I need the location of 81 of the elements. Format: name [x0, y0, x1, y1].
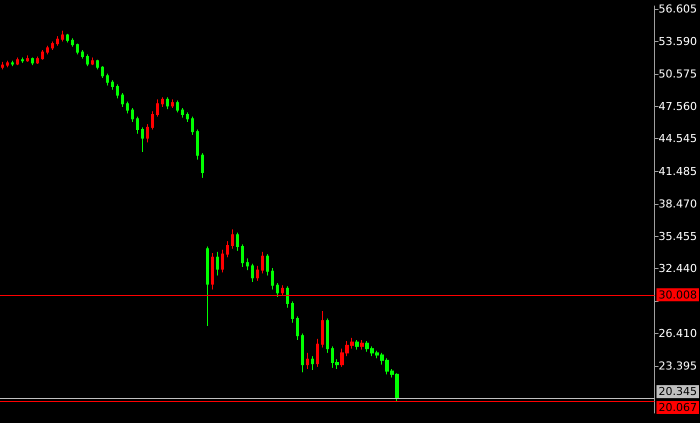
candlestick [166, 96, 169, 110]
candlestick [141, 126, 144, 153]
ref-line-label: 20.067 [658, 401, 698, 414]
y-tick-label: 35.455 [658, 230, 698, 243]
candlestick [6, 60, 9, 68]
candlestick [191, 116, 194, 136]
candlestick [206, 246, 209, 327]
candlestick [256, 265, 259, 282]
y-tick-label: 32.440 [658, 262, 698, 276]
candlestick [31, 57, 34, 66]
candlestick [316, 338, 319, 368]
candlestick [211, 252, 214, 290]
candlestick [1, 61, 4, 70]
candlestick [231, 228, 234, 250]
candlestick [266, 254, 269, 276]
candlestick [161, 96, 164, 108]
candlestick [66, 33, 69, 44]
y-tick-label: 53.590 [658, 35, 698, 48]
candlestick [36, 56, 39, 64]
candlestick [296, 316, 299, 340]
y-tick-label: 50.575 [658, 67, 698, 80]
candlestick [286, 286, 289, 308]
candlestick [41, 50, 44, 60]
candlestick [131, 108, 134, 122]
candlestick [226, 240, 229, 258]
candlestick [216, 251, 219, 276]
candlestick [181, 108, 184, 118]
candlestick [16, 57, 19, 66]
y-tick-label: 41.485 [658, 165, 698, 178]
ref-line-label: 20.345 [658, 385, 698, 398]
y-tick-label: 26.410 [658, 326, 698, 340]
candlestick [101, 66, 104, 78]
candlestick [136, 116, 139, 134]
candlestick [21, 57, 24, 64]
y-tick-label: 44.545 [658, 132, 698, 146]
candlestick [291, 300, 294, 324]
y-tick-label: 56.605 [658, 2, 698, 16]
candlestick [71, 38, 74, 48]
y-tick-label: 38.470 [658, 197, 698, 210]
candlestick [321, 310, 324, 348]
candlestick [171, 98, 174, 109]
candlestick [196, 128, 199, 160]
candlestick [355, 339, 359, 350]
candlestick [146, 124, 149, 143]
candlestick [61, 30, 64, 42]
candlestick [261, 251, 264, 274]
candlestick [311, 356, 314, 371]
candlestick [76, 43, 79, 55]
candlestick [116, 84, 119, 99]
candlestick [241, 244, 244, 268]
candlestick [106, 73, 109, 86]
candlestick [306, 352, 309, 370]
candlestick [96, 59, 99, 70]
candlestick [26, 54, 29, 62]
candlestick [86, 54, 89, 67]
candlestick [221, 249, 224, 273]
candlestick [151, 110, 154, 130]
candlestick [326, 318, 329, 354]
candlestick [121, 92, 124, 108]
candlestick [201, 152, 204, 178]
candlestick [246, 258, 249, 271]
y-tick-label: 47.560 [658, 100, 698, 113]
candlestick [236, 232, 239, 252]
candlestick [276, 282, 279, 298]
candlestick [271, 268, 274, 290]
candlestick [176, 100, 179, 113]
ref-line-label: 30.008 [658, 288, 698, 302]
candlestick [111, 80, 114, 90]
candlestick [81, 50, 84, 60]
candlestick [156, 98, 159, 118]
candlestick [56, 36, 59, 46]
candlestick [186, 112, 189, 122]
candlestick [360, 339, 364, 350]
candlestick [301, 333, 304, 373]
candlestick [46, 45, 49, 55]
candlestick [51, 40, 54, 51]
candlestick [11, 60, 14, 67]
candlestick [91, 57, 94, 66]
candlestick [251, 263, 254, 282]
candlestick [126, 101, 129, 114]
y-tick-label: 23.395 [658, 359, 698, 372]
